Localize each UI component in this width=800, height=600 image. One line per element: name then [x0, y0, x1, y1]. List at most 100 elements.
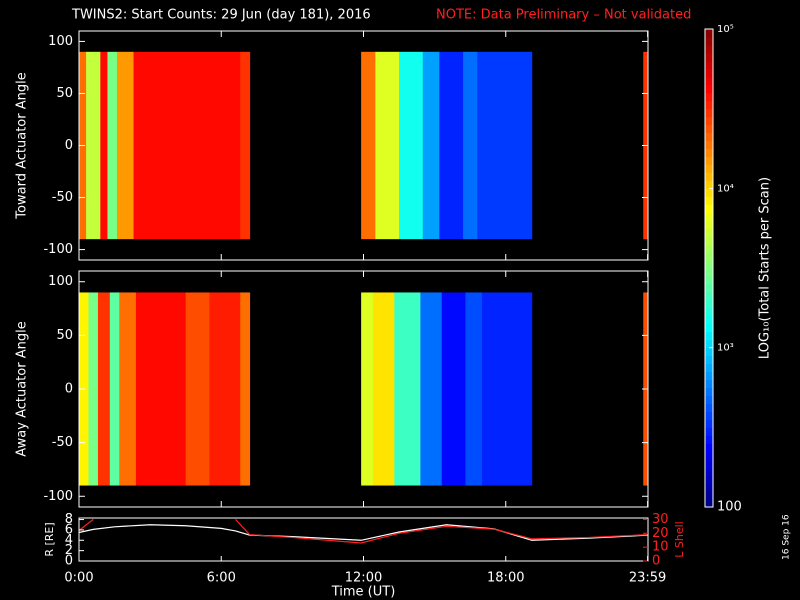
heatmap-strip [100, 51, 108, 240]
y2-tick-label: 10 [652, 540, 669, 555]
x-tick-label: 23:59 [629, 571, 666, 586]
heatmap-strip [209, 292, 241, 486]
heatmap-strip [240, 51, 251, 240]
heatmap-strip [477, 51, 533, 240]
y2-axis-label: L Shell [673, 521, 686, 557]
colorbar-cell [705, 196, 713, 205]
colorbar-cell [705, 124, 713, 134]
colorbar-cell [705, 140, 713, 149]
colorbar-cell [705, 459, 713, 468]
colorbar-cell [705, 204, 713, 213]
colorbar-cell [705, 371, 713, 381]
heatmap-strip [97, 292, 111, 486]
heatmap-strip [361, 292, 374, 486]
colorbar-cell [705, 212, 713, 221]
colorbar-cell [705, 331, 713, 341]
colorbar-tick-label: 100 [717, 500, 742, 515]
heatmap-strip [116, 51, 134, 240]
colorbar-cell [705, 92, 713, 102]
colorbar-cell [705, 339, 713, 349]
heatmap-strip [441, 292, 466, 486]
x-tick-label: 18:00 [487, 571, 524, 586]
colorbar-cell [705, 132, 713, 142]
heatmap-strip [361, 51, 376, 240]
y2-tick-label: 20 [652, 526, 669, 541]
panel-frame [78, 30, 649, 261]
heatmap-strip [86, 51, 101, 240]
colorbar-cell [705, 100, 713, 110]
y-tick-label: 4 [65, 533, 73, 548]
colorbar-cell [705, 275, 713, 285]
colorbar-tick-label: 10⁵ [717, 24, 734, 35]
colorbar-cell [705, 228, 713, 237]
y-axis-label: R [RE] [43, 522, 56, 556]
colorbar-cell [705, 451, 713, 460]
colorbar-cell [705, 268, 713, 277]
y-axis-label: Away Actuator Angle [15, 321, 30, 456]
colorbar-cell [705, 483, 713, 492]
y-axis-label: Toward Actuator Angle [15, 72, 30, 219]
colorbar-cell [705, 236, 713, 245]
heatmap-strip [135, 292, 187, 486]
colorbar-cell [705, 108, 713, 118]
colorbar-cell [705, 220, 713, 229]
colorbar-cell [705, 188, 713, 197]
colorbar-cell [705, 283, 713, 293]
y-tick-label: 0 [65, 382, 73, 397]
y-tick-label: 100 [48, 34, 73, 49]
heatmap-strip [119, 292, 137, 486]
colorbar-cell [705, 299, 713, 309]
colorbar-cell [705, 164, 713, 173]
colorbar-cell [705, 116, 713, 126]
colorbar-tick-label: 10⁴ [717, 183, 734, 194]
colorbar-cell [705, 467, 713, 476]
colorbar-cell [705, 148, 713, 157]
y2-tick-label: 30 [652, 512, 669, 527]
colorbar-cell [705, 323, 713, 333]
colorbar-cell [705, 427, 713, 436]
colorbar-cell [705, 435, 713, 444]
colorbar-cell [705, 260, 713, 269]
y-tick-label: -100 [43, 489, 73, 504]
heatmap-strip [465, 292, 483, 486]
colorbar-cell [705, 29, 713, 38]
heatmap-strip [107, 51, 118, 240]
heatmap-strip [399, 51, 424, 240]
panel-frame [78, 270, 649, 508]
heatmap-strip [422, 51, 440, 240]
heatmap-strip [133, 51, 241, 240]
colorbar-cell [705, 379, 713, 388]
colorbar-cell [705, 52, 713, 62]
colorbar-cell [705, 291, 713, 301]
heatmap-strip [420, 292, 443, 486]
colorbar-cell [705, 60, 713, 70]
heatmap-strip [109, 292, 120, 486]
colorbar-cell [705, 403, 713, 412]
y-tick-label: 8 [65, 512, 73, 527]
heatmap-strip [482, 292, 533, 486]
x-tick-label: 6:00 [207, 571, 236, 586]
title: TWINS2: Start Counts: 29 Jun (day 181), … [71, 8, 371, 23]
colorbar-cell [705, 491, 713, 500]
y-tick-label: -100 [43, 242, 73, 257]
y2-tick-label: 0 [652, 554, 660, 569]
y-tick-label: 0 [65, 554, 73, 569]
heatmap-strip [88, 292, 99, 486]
colorbar-cell [705, 419, 713, 428]
colorbar-cell [705, 172, 713, 181]
colorbar-cell [705, 443, 713, 452]
colorbar-cell [705, 44, 713, 54]
colorbar-cell [705, 36, 713, 46]
y-tick-label: 100 [48, 274, 73, 289]
colorbar-cell [705, 180, 713, 189]
heatmap-strip [372, 292, 395, 486]
y-tick-label: 6 [65, 522, 73, 537]
colorbar-cell [705, 411, 713, 420]
x-tick-label: 0:00 [64, 571, 93, 586]
colorbar-cell [705, 315, 713, 325]
x-tick-label: 12:00 [345, 571, 382, 586]
colorbar-cell [705, 363, 713, 373]
x-axis-label: Time (UT) [331, 585, 396, 600]
colorbar-cell [705, 355, 713, 365]
